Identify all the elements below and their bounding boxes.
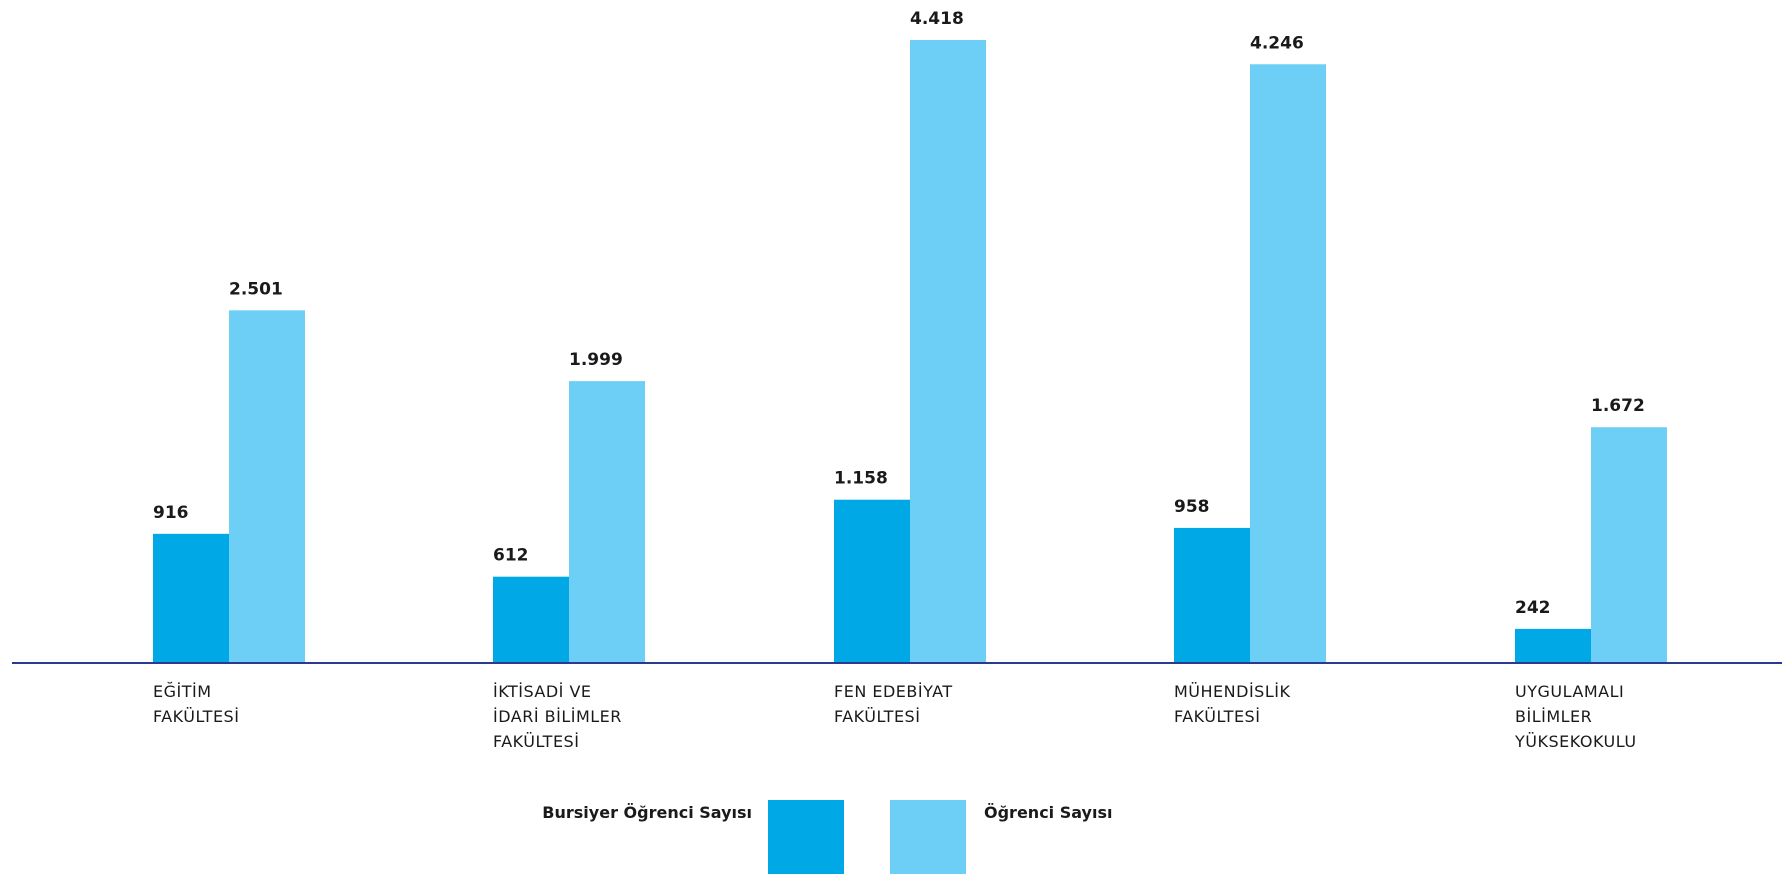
- bar-ogrenci-3: [1250, 64, 1326, 664]
- category-label-line: İKTİSADİ VE: [493, 682, 592, 701]
- value-label-bursiyer-4: 242: [1515, 598, 1551, 618]
- bar-ogrenci-4: [1591, 427, 1667, 663]
- value-label-bursiyer-1: 612: [493, 546, 529, 566]
- category-labels-group: EĞİTİM FAKÜLTESİ İKTİSADİ VE İDARİ BİLİMLER…: [153, 682, 1637, 751]
- legend-label-ogrenci: Öğrenci Sayısı: [984, 803, 1112, 822]
- bar-ogrenci-1: [569, 381, 645, 663]
- bar-bursiyer-3: [1174, 527, 1250, 663]
- category-label-line: İDARİ BİLİMLER: [493, 707, 622, 726]
- value-label-bursiyer-0: 916: [153, 503, 189, 523]
- category-label-line: FAKÜLTESİ: [153, 707, 239, 726]
- value-label-bursiyer-2: 1.158: [834, 469, 888, 489]
- legend-label-bursiyer: Bursiyer Öğrenci Sayısı: [542, 803, 752, 822]
- category-label-3: MÜHENDİSLİK FAKÜLTESİ: [1174, 682, 1290, 726]
- category-label-line: UYGULAMALI: [1515, 682, 1624, 701]
- category-label-line: FAKÜLTESİ: [493, 732, 579, 751]
- category-label-line: FEN EDEBİYAT: [834, 682, 953, 701]
- bar-bursiyer-0: [153, 533, 229, 663]
- category-label-1: İKTİSADİ VE İDARİ BİLİMLER FAKÜLTESİ: [493, 682, 622, 751]
- category-label-line: EĞİTİM: [153, 682, 212, 701]
- value-label-ogrenci-1: 1.999: [569, 350, 623, 370]
- bar-bursiyer-4: [1515, 628, 1591, 663]
- category-label-0: EĞİTİM FAKÜLTESİ: [153, 682, 239, 726]
- value-label-ogrenci-3: 4.246: [1250, 33, 1304, 53]
- value-label-ogrenci-0: 2.501: [229, 279, 283, 299]
- category-label-line: FAKÜLTESİ: [1174, 707, 1260, 726]
- value-label-bursiyer-3: 958: [1174, 497, 1210, 517]
- category-label-line: MÜHENDİSLİK: [1174, 682, 1290, 701]
- bar-ogrenci-2: [910, 40, 986, 663]
- value-label-ogrenci-2: 4.418: [910, 9, 964, 29]
- value-labels-group: 916 2.501 612 1.999 1.158 4.418 958 4.246 242 1.6…: [153, 9, 1645, 618]
- value-label-ogrenci-4: 1.672: [1591, 396, 1645, 416]
- legend-swatch-ogrenci: [890, 800, 966, 874]
- category-label-line: BİLİMLER: [1515, 707, 1592, 726]
- bars-group: [153, 40, 1667, 664]
- legend: Bursiyer Öğrenci Sayısı Öğrenci Sayısı: [542, 800, 1112, 874]
- category-label-line: FAKÜLTESİ: [834, 707, 920, 726]
- bar-ogrenci-0: [229, 310, 305, 663]
- legend-swatch-bursiyer: [768, 800, 844, 874]
- category-label-4: UYGULAMALI BİLİMLER YÜKSEKOKULU: [1514, 682, 1637, 751]
- category-label-2: FEN EDEBİYAT FAKÜLTESİ: [834, 682, 953, 726]
- bar-bursiyer-1: [493, 576, 569, 663]
- bar-bursiyer-2: [834, 499, 910, 663]
- category-label-line: YÜKSEKOKULU: [1514, 732, 1637, 751]
